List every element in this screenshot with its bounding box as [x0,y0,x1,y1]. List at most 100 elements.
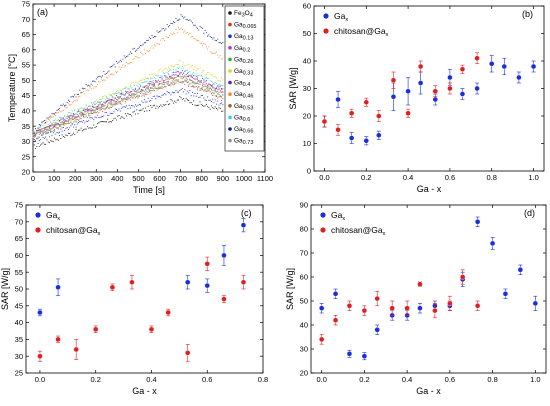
data-point [208,77,210,79]
data-point [72,118,75,120]
data-point [134,88,137,90]
data-point [204,256,210,271]
data-point [33,135,35,137]
y-tick-label: 10 [303,139,311,148]
data-point [179,18,181,20]
data-point [134,96,137,99]
data-point [64,115,66,117]
data-point [78,122,80,124]
data-point [75,116,77,118]
x-tick-label: 0 [31,174,35,183]
data-point [99,117,101,119]
data-point [167,82,169,84]
data-point [166,81,168,83]
data-point [103,121,105,123]
data-point [164,29,166,31]
data-point [93,107,95,109]
data-point [147,89,149,91]
data-point [64,124,66,126]
data-point [113,111,115,113]
data-point [150,81,152,83]
data-point [160,83,162,85]
data-point [124,86,126,88]
data-point [188,75,190,77]
data-point [127,99,129,101]
data-point [56,131,58,134]
data-point [93,102,95,104]
data-point [110,112,113,115]
data-point [47,116,49,118]
series-chitosan@Gax [321,52,480,136]
y-tick-label: 65 [22,30,30,39]
data-point [150,83,152,85]
data-point [72,101,75,103]
data-point [186,90,188,92]
data-point [210,74,212,76]
data-point [150,38,152,40]
data-point [170,82,172,84]
data-point [40,129,42,131]
marker [332,291,339,297]
data-point [115,103,118,105]
data-point [174,91,176,93]
data-point [117,62,119,64]
marker [389,305,395,311]
data-point [95,125,97,128]
data-point [199,88,201,90]
data-point [105,97,107,99]
data-point [50,117,52,119]
data-point [200,27,202,29]
marker [390,77,397,83]
x-tick-label: 0.0 [35,375,45,384]
data-point [112,112,114,115]
data-point [131,105,133,107]
y-tick-label: 65 [15,234,23,243]
data-point [119,96,121,98]
data-point [62,135,64,138]
data-point [207,96,209,98]
data-point [80,114,82,116]
data-point [188,84,190,86]
data-point [212,106,214,108]
data-point [142,82,144,84]
data-point [157,88,159,90]
series-Ga0.4 [32,69,224,137]
data-point [33,136,35,138]
data-point [176,75,178,77]
data-point [88,127,90,129]
data-point [205,46,207,48]
data-point [217,97,219,99]
data-point [115,60,118,62]
data-point [71,102,73,104]
data-point [74,99,76,101]
data-point [222,94,224,96]
data-point [146,77,148,79]
data-point [199,74,201,76]
data-point [209,51,211,53]
data-point [46,131,48,133]
data-point [84,114,86,116]
data-point [90,88,92,90]
data-point [164,92,166,95]
data-point [157,75,159,77]
marker [489,61,495,67]
data-point [175,90,177,92]
data-point [99,103,101,105]
data-point [99,99,101,101]
data-point [134,93,137,95]
data-point [153,87,156,89]
data-point [200,80,202,82]
data-point [47,141,49,143]
data-point [85,84,87,86]
data-point [145,101,147,103]
data-point [126,92,128,94]
data-point [56,123,58,125]
data-point [210,80,212,82]
data-point [64,119,66,121]
data-point [162,72,164,74]
series-Fe3O4 [32,96,224,150]
y-axis-label: Temperature [°C] [7,54,17,122]
data-point [240,218,247,233]
data-point [91,103,94,105]
data-point [167,80,169,82]
